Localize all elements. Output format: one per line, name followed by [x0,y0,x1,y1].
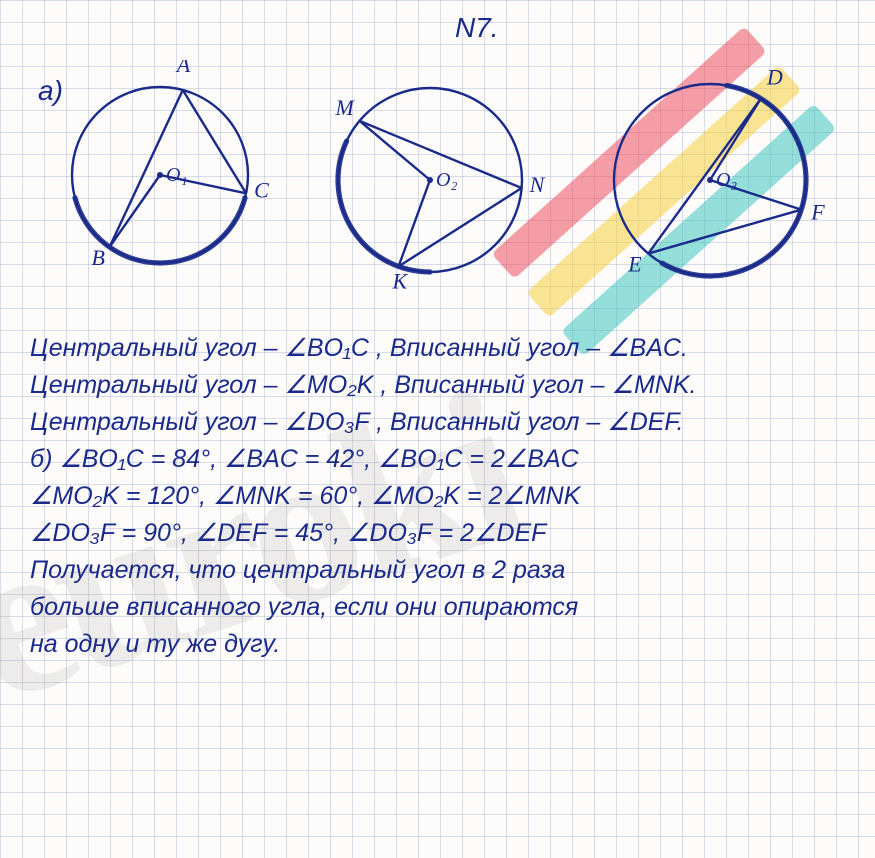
vertex-label-F: F [810,200,825,225]
text-line: Центральный угол – ∠DO₃F , Вписанный уго… [30,404,850,441]
vertex-label-N: N [529,172,546,197]
vertex-label-C: C [254,177,269,202]
svg-text:O₁: O₁ [166,164,187,186]
figures-row: O₁ A B C O₂ M N K O₃ D E F [70,60,860,310]
text-line: Центральный угол – ∠BO₁C , Вписанный уго… [30,330,850,367]
page-content: N7. а) O₁ A B C O₂ M N K O₃ D E F Центральный угол … [0,0,875,858]
vertex-label-B: B [92,245,105,270]
vertex-label-K: K [392,268,409,293]
handwritten-text: Центральный угол – ∠BO₁C , Вписанный уго… [30,330,850,663]
svg-text:O₂: O₂ [436,169,457,191]
vertex-label-D: D [766,65,783,90]
part-a-label: а) [38,75,63,107]
text-line: на одну и ту же дугу. [30,626,850,663]
text-line: Центральный угол – ∠MO₂K , Вписанный уго… [30,367,850,404]
vertex-label-E: E [627,252,642,277]
text-line: ∠DO₃F = 90°, ∠DEF = 45°, ∠DO₃F = 2∠DEF [30,515,850,552]
svg-text:O₃: O₃ [716,169,737,191]
text-line: Получается, что центральный угол в 2 раз… [30,552,850,589]
vertex-label-A: A [175,60,191,77]
text-line: больше вписанного угла, если они опирают… [30,589,850,626]
circles-svg: O₁ A B C O₂ M N K O₃ D E F [70,60,860,320]
vertex-label-M: M [335,95,356,120]
text-line: б) ∠BO₁C = 84°, ∠BAC = 42°, ∠BO₁C = 2∠BA… [30,441,850,478]
problem-number: N7. [455,12,499,44]
text-line: ∠MO₂K = 120°, ∠MNK = 60°, ∠MO₂K = 2∠MNK [30,478,850,515]
